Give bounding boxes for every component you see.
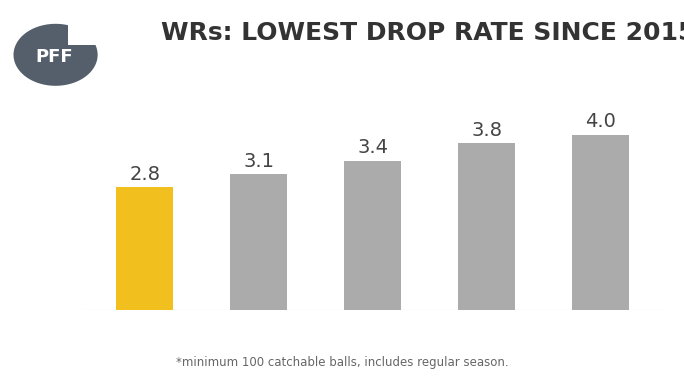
Text: 2.8: 2.8: [129, 165, 160, 184]
Text: WRs: LOWEST DROP RATE SINCE 2015: WRs: LOWEST DROP RATE SINCE 2015: [161, 21, 684, 45]
Bar: [458, 143, 515, 310]
Bar: [344, 161, 402, 310]
Bar: [116, 187, 173, 310]
Polygon shape: [68, 15, 109, 45]
Bar: [573, 135, 629, 310]
Text: 3.8: 3.8: [471, 121, 502, 140]
Text: 3.1: 3.1: [244, 152, 274, 170]
Text: 3.4: 3.4: [357, 138, 389, 157]
Text: 4.0: 4.0: [586, 112, 616, 131]
Text: PFF: PFF: [35, 48, 73, 67]
Bar: [231, 174, 287, 310]
Polygon shape: [14, 24, 98, 86]
Text: *minimum 100 catchable balls, includes regular season.: *minimum 100 catchable balls, includes r…: [176, 356, 508, 369]
